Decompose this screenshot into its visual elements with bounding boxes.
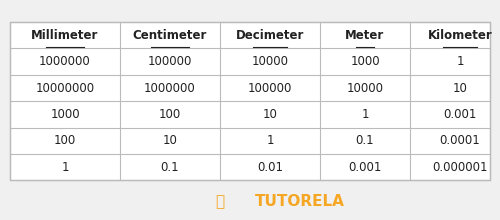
Text: 1000: 1000 bbox=[350, 55, 380, 68]
Text: Millimeter: Millimeter bbox=[32, 29, 98, 42]
Text: 1: 1 bbox=[456, 55, 464, 68]
Text: 10000: 10000 bbox=[252, 55, 288, 68]
Text: 1: 1 bbox=[361, 108, 369, 121]
Text: 0.0001: 0.0001 bbox=[440, 134, 480, 147]
Text: TUTORELA: TUTORELA bbox=[255, 194, 345, 209]
Text: 0.001: 0.001 bbox=[444, 108, 476, 121]
Text: 100: 100 bbox=[159, 108, 181, 121]
Text: 0.1: 0.1 bbox=[160, 161, 180, 174]
Text: 100: 100 bbox=[54, 134, 76, 147]
Text: Decimeter: Decimeter bbox=[236, 29, 304, 42]
Text: 0.000001: 0.000001 bbox=[432, 161, 488, 174]
Text: 10000: 10000 bbox=[346, 81, 384, 95]
Text: 0.01: 0.01 bbox=[257, 161, 283, 174]
Text: Kilometer: Kilometer bbox=[428, 29, 492, 42]
Text: 100000: 100000 bbox=[148, 55, 192, 68]
Text: 1: 1 bbox=[61, 161, 69, 174]
Text: 📔: 📔 bbox=[216, 194, 224, 209]
Text: 1000000: 1000000 bbox=[39, 55, 91, 68]
Text: 1000: 1000 bbox=[50, 108, 80, 121]
Text: Centimeter: Centimeter bbox=[133, 29, 207, 42]
FancyBboxPatch shape bbox=[10, 22, 490, 180]
Text: 10: 10 bbox=[162, 134, 178, 147]
Text: 10: 10 bbox=[262, 108, 278, 121]
Text: 1000000: 1000000 bbox=[144, 81, 196, 95]
Text: 0.1: 0.1 bbox=[356, 134, 374, 147]
Text: 1: 1 bbox=[266, 134, 274, 147]
Text: 10000000: 10000000 bbox=[36, 81, 94, 95]
Text: Meter: Meter bbox=[346, 29, 385, 42]
Text: 0.001: 0.001 bbox=[348, 161, 382, 174]
Text: 10: 10 bbox=[452, 81, 468, 95]
Text: 100000: 100000 bbox=[248, 81, 292, 95]
